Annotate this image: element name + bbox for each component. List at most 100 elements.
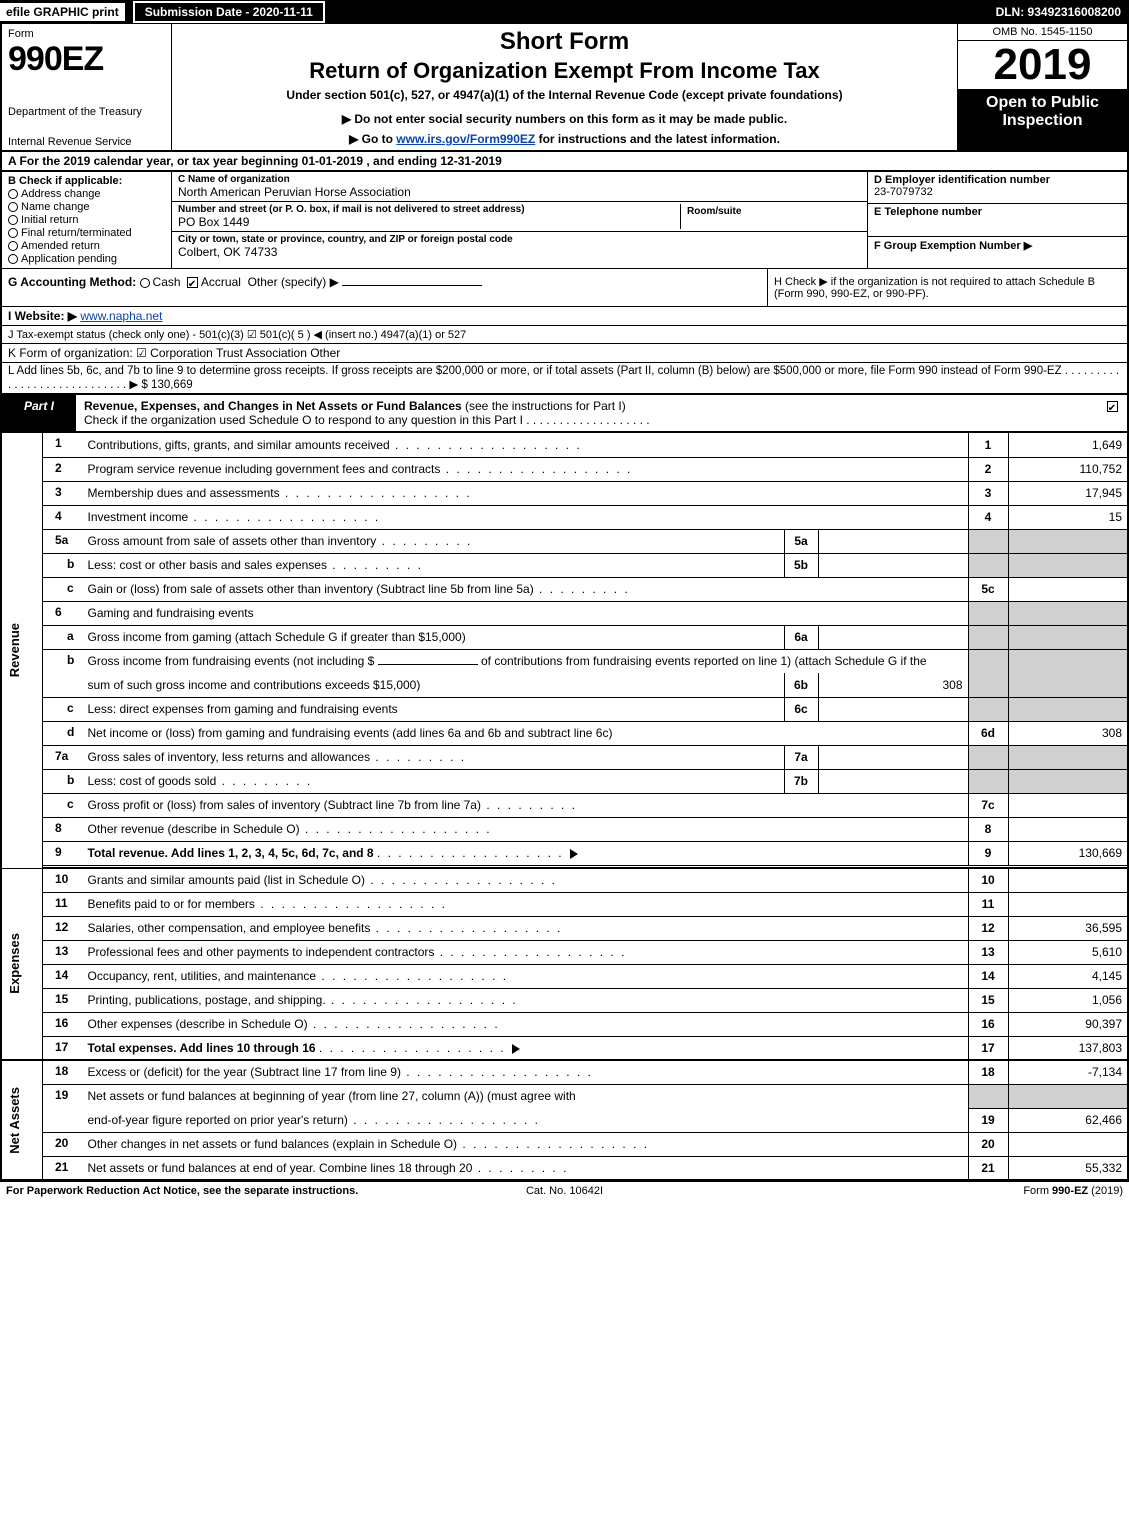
table-row: d Net income or (loss) from gaming and f… bbox=[1, 721, 1128, 745]
line-val-grey bbox=[1008, 1084, 1128, 1108]
checkbox-icon[interactable] bbox=[8, 202, 18, 212]
line-num: 2 bbox=[43, 457, 83, 481]
checkbox-icon[interactable] bbox=[8, 228, 18, 238]
checkbox-icon[interactable] bbox=[8, 189, 18, 199]
line-num: 11 bbox=[43, 892, 83, 916]
table-row: b Less: cost of goods sold 7b bbox=[1, 769, 1128, 793]
fundraising-amount-input[interactable] bbox=[378, 664, 478, 665]
mid-val bbox=[818, 697, 968, 721]
line-num: c bbox=[43, 577, 83, 601]
line-num: b bbox=[43, 769, 83, 793]
line-val bbox=[1008, 892, 1128, 916]
table-row: 2 Program service revenue including gove… bbox=[1, 457, 1128, 481]
efile-badge[interactable]: efile GRAPHIC print bbox=[0, 3, 125, 21]
org-name-label: C Name of organization bbox=[178, 174, 861, 185]
line-desc: Professional fees and other payments to … bbox=[83, 940, 969, 964]
header-right: OMB No. 1545-1150 2019 Open to Public In… bbox=[957, 24, 1127, 150]
irs-label: Internal Revenue Service bbox=[8, 136, 165, 148]
telephone-label: E Telephone number bbox=[874, 206, 1121, 218]
g-other-input[interactable] bbox=[342, 285, 482, 286]
line-num: 19 bbox=[43, 1084, 83, 1132]
street-label: Number and street (or P. O. box, if mail… bbox=[178, 204, 680, 215]
checkbox-checked-icon[interactable] bbox=[187, 277, 198, 288]
form-word: Form bbox=[8, 28, 165, 40]
line-box: 5c bbox=[968, 577, 1008, 601]
line-val-grey bbox=[1008, 601, 1128, 625]
g-cash: Cash bbox=[153, 275, 181, 289]
line-box: 17 bbox=[968, 1036, 1008, 1060]
table-row: 15 Printing, publications, postage, and … bbox=[1, 988, 1128, 1012]
lines-table: Revenue 1 Contributions, gifts, grants, … bbox=[0, 433, 1129, 1181]
ein-cell: D Employer identification number 23-7079… bbox=[868, 172, 1127, 204]
section-h: H Check ▶ if the organization is not req… bbox=[767, 269, 1127, 306]
city-value: Colbert, OK 74733 bbox=[178, 245, 861, 259]
line-num: 5a bbox=[43, 529, 83, 553]
table-row: 3 Membership dues and assessments 3 17,9… bbox=[1, 481, 1128, 505]
line-box: 3 bbox=[968, 481, 1008, 505]
table-row: 20 Other changes in net assets or fund b… bbox=[1, 1132, 1128, 1156]
website-link[interactable]: www.napha.net bbox=[80, 309, 162, 323]
line-desc: Excess or (deficit) for the year (Subtra… bbox=[83, 1060, 969, 1084]
mid-box: 7b bbox=[784, 769, 818, 793]
line-box-grey bbox=[968, 769, 1008, 793]
line-num: b bbox=[43, 553, 83, 577]
efile-bold: GRAPHIC bbox=[33, 5, 92, 19]
line-desc: sum of such gross income and contributio… bbox=[83, 673, 785, 697]
footer-left: For Paperwork Reduction Act Notice, see … bbox=[6, 1185, 378, 1197]
top-bar: efile GRAPHIC print Submission Date - 20… bbox=[0, 0, 1129, 24]
entity-block: B Check if applicable: Address change Na… bbox=[0, 172, 1129, 268]
checkbox-icon[interactable] bbox=[8, 215, 18, 225]
table-row: sum of such gross income and contributio… bbox=[1, 673, 1128, 697]
mid-val bbox=[818, 745, 968, 769]
line-desc: Less: direct expenses from gaming and fu… bbox=[83, 697, 785, 721]
part-1-title-bold: Revenue, Expenses, and Changes in Net As… bbox=[84, 399, 465, 413]
part-1-checkbox[interactable] bbox=[1097, 395, 1127, 431]
line-val: 55,332 bbox=[1008, 1156, 1128, 1180]
goto-suffix: for instructions and the latest informat… bbox=[535, 132, 780, 146]
line-desc: end-of-year figure reported on prior yea… bbox=[83, 1108, 969, 1132]
checkbox-icon[interactable] bbox=[140, 278, 150, 288]
line-val: 36,595 bbox=[1008, 916, 1128, 940]
checkbox-icon[interactable] bbox=[8, 241, 18, 251]
street-cell: Number and street (or P. O. box, if mail… bbox=[178, 204, 681, 229]
section-b-item: Address change bbox=[8, 188, 165, 200]
row-j: J Tax-exempt status (check only one) - 5… bbox=[0, 326, 1129, 344]
line-num: 3 bbox=[43, 481, 83, 505]
section-b-title: B Check if applicable: bbox=[8, 175, 165, 187]
g-accrual: Accrual bbox=[201, 275, 241, 289]
room-cell: Room/suite bbox=[681, 204, 861, 229]
g-other: Other (specify) ▶ bbox=[248, 275, 339, 289]
line-val bbox=[1008, 793, 1128, 817]
side-revenue: Revenue bbox=[1, 433, 43, 868]
section-c: C Name of organization North American Pe… bbox=[172, 172, 867, 268]
line-box: 1 bbox=[968, 433, 1008, 457]
line-num: 1 bbox=[43, 433, 83, 457]
table-row: 21 Net assets or fund balances at end of… bbox=[1, 1156, 1128, 1180]
line-box: 13 bbox=[968, 940, 1008, 964]
checkbox-icon[interactable] bbox=[8, 254, 18, 264]
ssn-notice: ▶ Do not enter social security numbers o… bbox=[180, 112, 949, 126]
form-number: 990EZ bbox=[8, 40, 165, 79]
table-row: Expenses 10 Grants and similar amounts p… bbox=[1, 868, 1128, 892]
line-val-grey bbox=[1008, 553, 1128, 577]
group-exemption-cell: F Group Exemption Number ▶ bbox=[868, 237, 1127, 268]
line-desc: Gross income from gaming (attach Schedul… bbox=[83, 625, 785, 649]
line-val: 4,145 bbox=[1008, 964, 1128, 988]
header-left: Form 990EZ Department of the Treasury In… bbox=[2, 24, 172, 150]
mid-box: 5a bbox=[784, 529, 818, 553]
goto-link[interactable]: www.irs.gov/Form990EZ bbox=[396, 132, 535, 146]
section-b-item: Amended return bbox=[8, 240, 165, 252]
line-desc: Gross sales of inventory, less returns a… bbox=[83, 745, 785, 769]
line-box-grey bbox=[968, 745, 1008, 769]
line-num: 8 bbox=[43, 817, 83, 841]
table-row: 9 Total revenue. Add lines 1, 2, 3, 4, 5… bbox=[1, 841, 1128, 865]
part-1-header: Part I Revenue, Expenses, and Changes in… bbox=[0, 395, 1129, 433]
table-row: 4 Investment income 4 15 bbox=[1, 505, 1128, 529]
line-desc: Net assets or fund balances at end of ye… bbox=[83, 1156, 969, 1180]
line-val: -7,134 bbox=[1008, 1060, 1128, 1084]
line-desc: Net assets or fund balances at beginning… bbox=[83, 1084, 969, 1108]
table-row: 17 Total expenses. Add lines 10 through … bbox=[1, 1036, 1128, 1060]
page-footer: For Paperwork Reduction Act Notice, see … bbox=[0, 1181, 1129, 1200]
line-val: 308 bbox=[1008, 721, 1128, 745]
checkbox-checked-icon bbox=[1107, 401, 1118, 412]
